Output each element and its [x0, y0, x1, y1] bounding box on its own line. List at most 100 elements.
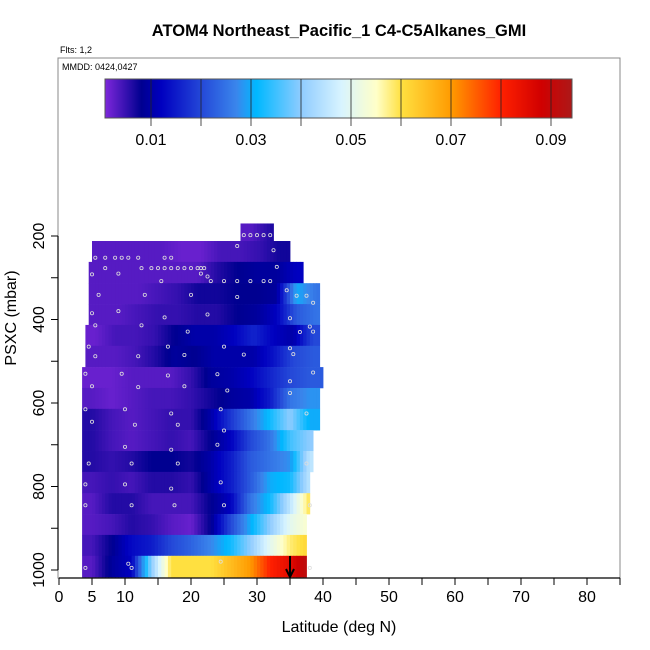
colorbar-swatch [427, 79, 429, 118]
heatmap-cell [220, 430, 225, 452]
heatmap-cell [200, 471, 205, 494]
colorbar-swatch [564, 79, 566, 118]
heatmap-cell [260, 514, 264, 536]
heatmap-cell [128, 387, 132, 410]
heatmap-cell [174, 451, 179, 473]
heatmap-cell [115, 345, 119, 368]
flight-point [123, 482, 128, 487]
heatmap-cell [115, 408, 119, 431]
colorbar-swatch [232, 79, 234, 118]
colorbar-swatch [275, 79, 277, 118]
flight-point [149, 266, 154, 271]
heatmap-cell [171, 345, 175, 368]
heatmap-cell [92, 493, 96, 515]
colorbar-swatch [536, 79, 538, 118]
heatmap-cell [151, 451, 156, 473]
heatmap-cell [303, 304, 307, 326]
heatmap-cell [214, 283, 218, 305]
heatmap-cell [263, 514, 268, 536]
heatmap-cell [184, 283, 189, 305]
heatmap-cell [296, 534, 301, 557]
heatmap-cell [227, 324, 231, 347]
heatmap-cell [316, 387, 321, 410]
colorbar-swatch [349, 79, 351, 118]
heatmap-cell [101, 241, 106, 263]
heatmap-cell [200, 430, 205, 452]
heatmap-cell [197, 283, 202, 305]
colorbar-swatch [169, 79, 171, 118]
heatmap-cell [134, 408, 139, 431]
colorbar-swatch [243, 79, 245, 118]
colorbar-swatch [404, 79, 406, 118]
colorbar-swatch [246, 79, 248, 118]
flight-point [198, 271, 203, 276]
heatmap-cell [296, 555, 301, 578]
heatmap-cell [280, 345, 284, 368]
heatmap-cell [95, 430, 99, 452]
colorbar-swatch [309, 79, 311, 118]
heatmap-cell [313, 304, 317, 326]
heatmap-cell [240, 367, 245, 389]
colorbar-swatch [387, 79, 389, 118]
colorbar-swatch [332, 79, 334, 118]
heatmap-cell [131, 555, 136, 578]
heatmap-cell [164, 430, 169, 452]
heatmap-cell [134, 241, 139, 263]
heatmap-cell [141, 514, 146, 536]
heatmap-cell [214, 534, 218, 557]
heatmap-cell [144, 555, 149, 578]
heatmap-cell [214, 514, 218, 536]
heatmap-cell [95, 471, 99, 494]
colorbar-swatch [121, 79, 123, 118]
heatmap-cell [283, 367, 288, 389]
heatmap-cell [243, 387, 248, 410]
heatmap-cell [85, 534, 90, 557]
flight-point [119, 255, 124, 260]
heatmap-cell [214, 493, 218, 515]
heatmap-cell [144, 493, 149, 515]
heatmap-cell [164, 241, 169, 263]
heatmap-cell [92, 367, 96, 389]
heatmap-cell [134, 387, 139, 410]
heatmap-cell [210, 471, 215, 494]
heatmap-cell [204, 471, 208, 494]
heatmap-cell [115, 304, 119, 326]
colorbar-swatch [434, 79, 436, 118]
flight-point [268, 233, 273, 238]
heatmap-cell [309, 387, 314, 410]
flight-point [123, 444, 128, 449]
colorbar-swatch [315, 79, 317, 118]
heatmap-cell [101, 430, 106, 452]
heatmap-cell [286, 555, 291, 578]
heatmap-cell [217, 324, 222, 347]
flight-point [175, 422, 180, 427]
colorbar-swatch [493, 79, 495, 118]
heatmap-cell [98, 304, 103, 326]
y-tick-label: 200 [31, 223, 48, 250]
heatmap-cell [237, 387, 241, 410]
heatmap-cell [266, 471, 271, 494]
heatmap-cell [118, 241, 123, 263]
heatmap-cell [286, 471, 291, 494]
heatmap-cell [187, 241, 192, 263]
colorbar-swatch [398, 79, 400, 118]
heatmap-cell [194, 534, 198, 557]
heatmap-cell [204, 367, 208, 389]
heatmap-cell [115, 283, 119, 305]
heatmap-cell [121, 430, 126, 452]
heatmap-cell [247, 367, 251, 389]
heatmap-cell [224, 345, 228, 368]
colorbar-swatch [233, 79, 235, 118]
flight-point [287, 390, 292, 395]
heatmap-cell [128, 408, 132, 431]
heatmap-cell [118, 408, 123, 431]
heatmap-cell [316, 324, 321, 347]
heatmap-cell [303, 451, 307, 473]
colorbar-swatch [187, 79, 189, 118]
x-tick-label: 0 [55, 589, 64, 606]
flight-point [96, 292, 101, 297]
heatmap-cell [191, 261, 195, 284]
heatmap-cell [263, 387, 268, 410]
heatmap-cell [243, 534, 248, 557]
heatmap-cell [161, 367, 165, 389]
